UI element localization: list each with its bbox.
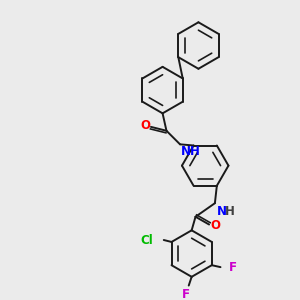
Text: O: O [210, 219, 220, 232]
Text: N: N [217, 205, 227, 218]
Text: H: H [225, 205, 235, 218]
Text: O: O [140, 119, 150, 132]
Text: NH: NH [181, 145, 201, 158]
Text: Cl: Cl [140, 233, 153, 247]
Text: F: F [182, 288, 190, 300]
Text: F: F [229, 261, 237, 274]
